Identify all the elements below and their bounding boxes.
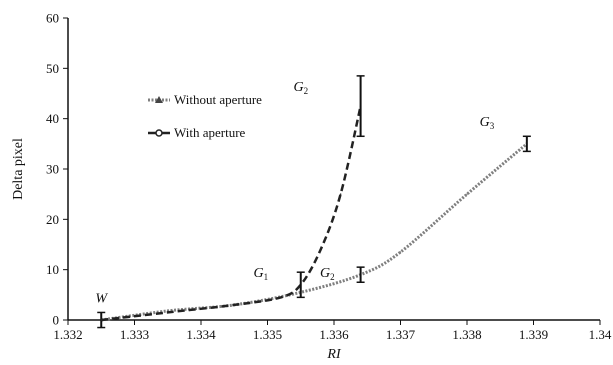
y-tick-label: 0 <box>53 313 60 328</box>
x-tick-label: 1.34 <box>589 327 612 342</box>
x-tick-label: 1.332 <box>53 327 82 342</box>
data-point-with-aperture <box>319 248 322 251</box>
y-tick-label: 40 <box>46 111 59 126</box>
axis-ticks: 1.332 1.333 1.334 1.335 1.336 1.337 1.338 1.339… <box>46 11 612 343</box>
data-point-without-aperture <box>466 193 468 195</box>
x-tick-label: 1.335 <box>253 327 282 342</box>
annotation-g1: G1 <box>254 266 269 282</box>
series-layer <box>97 75 531 329</box>
legend-label-without-aperture: Without aperture <box>174 92 262 107</box>
x-tick-label: 1.336 <box>319 327 349 342</box>
annotation-g3: G3 <box>480 115 495 131</box>
legend: Without aperture With aperture <box>148 92 262 140</box>
data-point-with-aperture <box>339 193 342 195</box>
x-tick-label: 1.339 <box>519 327 548 342</box>
legend-marker-with-aperture <box>155 129 163 137</box>
y-tick-label: 30 <box>46 162 59 177</box>
y-tick-label: 60 <box>46 11 59 26</box>
x-tick-label: 1.337 <box>386 327 416 342</box>
data-point-without-aperture <box>399 251 402 253</box>
annotation-layer: W G1 G2 G2 G3 <box>95 80 494 306</box>
y-axis-title: Delta pixel <box>11 138 26 200</box>
annotation-w: W <box>95 291 108 306</box>
data-point-with-aperture <box>233 304 236 306</box>
data-point-with-aperture <box>280 296 282 299</box>
series-line-without-aperture <box>100 142 528 322</box>
data-point-with-aperture <box>166 311 169 314</box>
annotation-g2: G2 <box>320 266 335 282</box>
x-tick-label: 1.333 <box>120 327 149 342</box>
legend-label-with-aperture: With aperture <box>174 125 246 140</box>
x-axis-title: RI <box>326 347 342 362</box>
annotation-g2: G2 <box>293 80 308 96</box>
x-tick-label: 1.338 <box>452 327 481 342</box>
series-line-with-aperture <box>101 105 362 322</box>
y-tick-label: 20 <box>46 212 59 227</box>
y-tick-label: 10 <box>46 262 59 277</box>
legend-marker-without-aperture <box>155 96 163 103</box>
data-point-with-aperture <box>100 319 103 321</box>
y-tick-label: 50 <box>46 61 59 76</box>
x-tick-label: 1.334 <box>186 327 216 342</box>
